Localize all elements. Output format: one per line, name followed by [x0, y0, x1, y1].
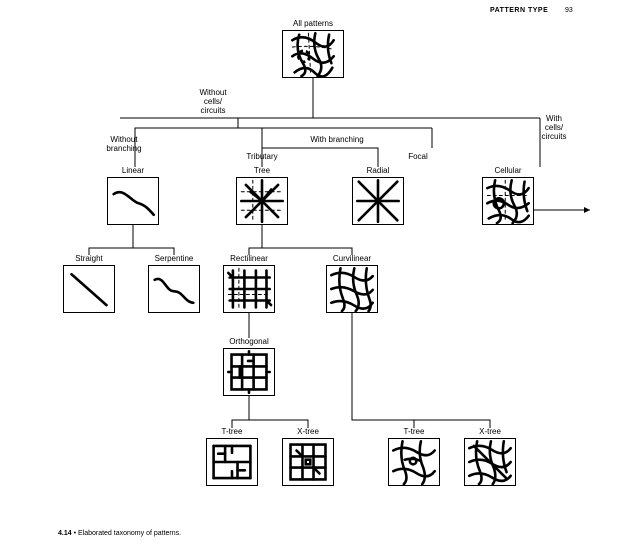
- node-orthogonal: [223, 348, 275, 396]
- bl-with-cells: With cells/ circuits: [542, 114, 567, 141]
- node-label-cellular: Cellular: [494, 166, 521, 175]
- node-label-serpentine: Serpentine: [155, 254, 194, 263]
- node-linear: [107, 177, 159, 225]
- node-radial: [352, 177, 404, 225]
- figure-caption: 4.14 • Elaborated taxonomy of patterns.: [58, 530, 181, 537]
- edge-8: [89, 225, 133, 255]
- bl-without-cells: Without cells/ circuits: [199, 88, 226, 115]
- node-straight: [63, 265, 115, 313]
- bl-tributary: Tributary: [246, 152, 277, 161]
- header-section-label: PATTERN TYPE: [490, 7, 548, 14]
- node-rectilinear: [223, 265, 275, 313]
- bl-with-branch: With branching: [310, 135, 363, 144]
- edge-6: [262, 148, 378, 167]
- node-label-ttree_r: T-tree: [404, 427, 425, 436]
- edge-3: [135, 118, 238, 167]
- node-label-xtree_l: X-tree: [297, 427, 319, 436]
- caption-number: 4.14: [58, 530, 72, 537]
- bl-focal: Focal: [408, 152, 428, 161]
- node-label-linear: Linear: [122, 166, 144, 175]
- node-xtree_l: [282, 438, 334, 486]
- node-label-rectilinear: Rectilinear: [230, 254, 268, 263]
- node-label-orthogonal: Orthogonal: [229, 337, 269, 346]
- node-cellular: [482, 177, 534, 225]
- node-root: [282, 30, 344, 78]
- node-label-straight: Straight: [75, 254, 103, 263]
- header-page-number: 93: [565, 7, 573, 14]
- diagram-stage: PATTERN TYPE 93 Without cells/ circuits W…: [0, 0, 620, 549]
- caption-text: Elaborated taxonomy of patterns.: [78, 530, 181, 537]
- node-serpentine: [148, 265, 200, 313]
- node-label-root: All patterns: [293, 19, 333, 28]
- node-ttree_l: [206, 438, 258, 486]
- node-label-xtree_r: X-tree: [479, 427, 501, 436]
- edge-10: [249, 225, 262, 255]
- node-tree: [236, 177, 288, 225]
- node-label-tree: Tree: [254, 166, 270, 175]
- node-label-ttree_l: T-tree: [222, 427, 243, 436]
- node-curvilinear: [326, 265, 378, 313]
- node-xtree_r: [464, 438, 516, 486]
- bl-without-branch: Without branching: [106, 135, 141, 153]
- node-label-radial: Radial: [367, 166, 390, 175]
- edge-15: [352, 313, 414, 428]
- node-label-curvilinear: Curvilinear: [333, 254, 371, 263]
- edge-13: [232, 396, 249, 428]
- node-ttree_r: [388, 438, 440, 486]
